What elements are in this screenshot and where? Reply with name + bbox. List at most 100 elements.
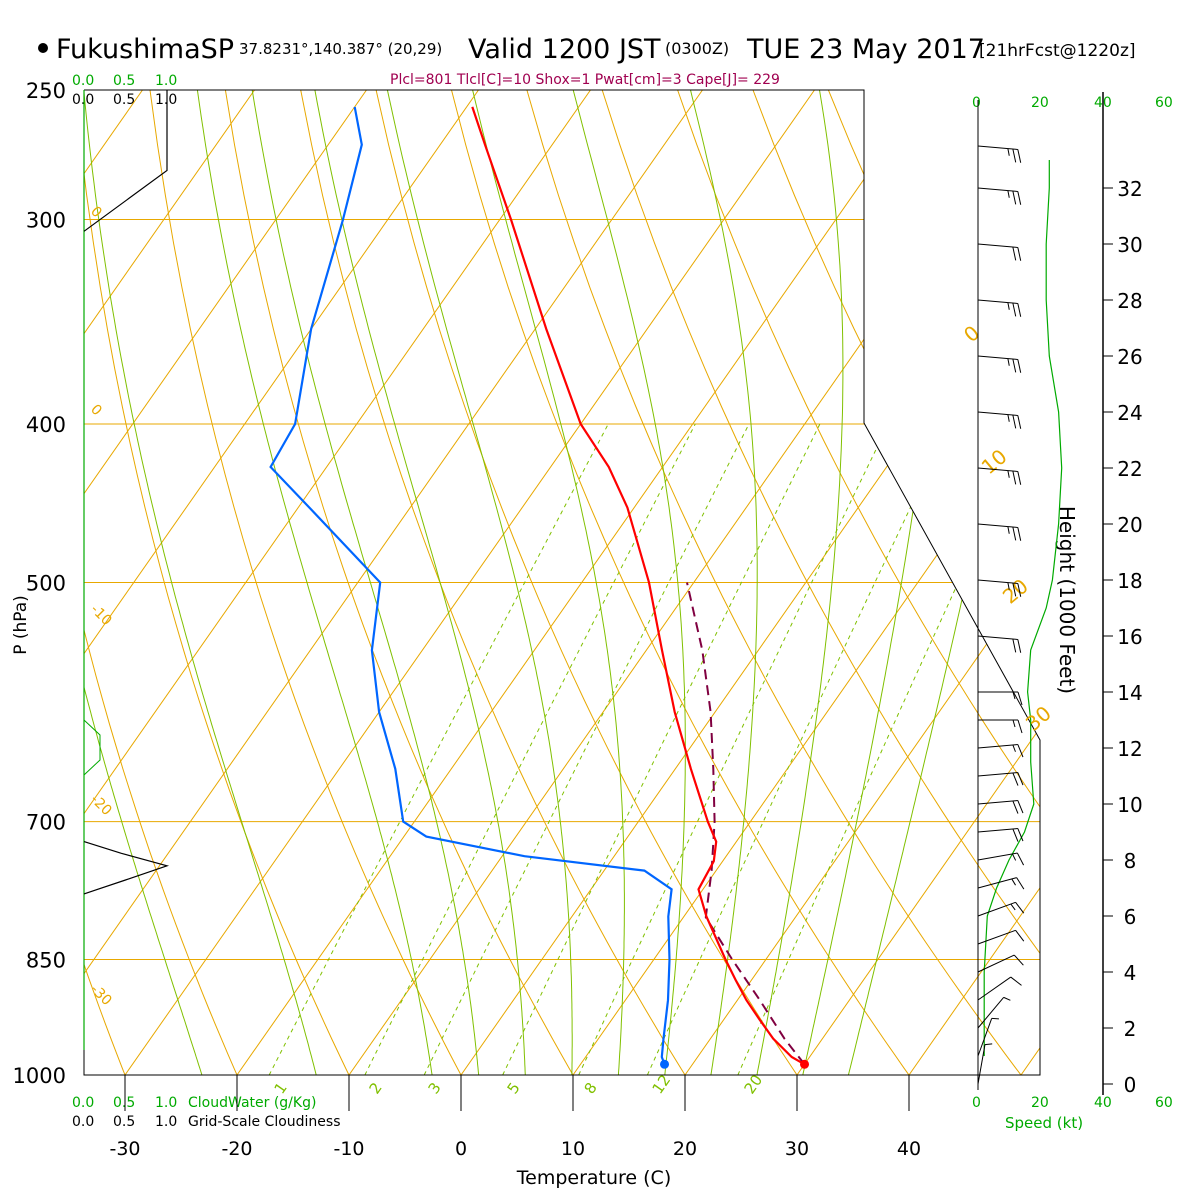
temperature-tick-30: 30 (785, 1138, 809, 1160)
wind-speed-line (983, 160, 1063, 1056)
temperature-tick-0: 0 (455, 1138, 467, 1160)
wind-barb-flag-23-1 (1012, 190, 1017, 205)
wind-barb-flag-19-1 (1012, 414, 1017, 429)
mixing-ratio-5 (502, 423, 821, 1075)
wind-barb-half-21 (1007, 302, 1010, 310)
wind-barb-half-6 (1010, 903, 1016, 911)
wind-barb-flag-23-0 (1017, 191, 1022, 205)
wind-barb-flag-9-1 (1012, 828, 1019, 842)
parcel-path-line (686, 582, 806, 1065)
mixing-ratio-1 (268, 423, 609, 1075)
pressure-axis-title: P (hPa) (11, 595, 31, 655)
wind-barb-shaft-4 (977, 954, 1015, 973)
wind-barb-flag-9-0 (1017, 828, 1024, 842)
wind-barb-15 (977, 635, 1022, 653)
wind-barb-6 (977, 901, 1025, 917)
wind-barb-flag-6-0 (1015, 902, 1025, 914)
dry-adiabat-20 (300, 90, 708, 1075)
height-tick-16: 16 (1117, 625, 1142, 649)
isotherm--70 (84, 90, 367, 1075)
wind-barb-4 (977, 954, 1024, 973)
wind-barb-half-14 (1012, 691, 1016, 700)
mixing-ratio-20 (737, 423, 1032, 1075)
wind-barb-18 (977, 467, 1022, 485)
wind-barb-16 (977, 579, 1022, 597)
station-name: FukushimaSP (56, 34, 234, 65)
wind-barb-24 (977, 145, 1022, 163)
wind-barb-shaft-20 (977, 355, 1018, 360)
height-tick-32: 32 (1117, 177, 1142, 201)
wind-barb-flag-20-1 (1012, 358, 1017, 373)
isotherm--20 (236, 90, 927, 1075)
wind-barb-half-20 (1007, 358, 1010, 366)
wind-barb-flag-14-0 (1017, 691, 1023, 706)
wind-barb-flag-3-0 (1010, 976, 1022, 986)
wind-barb-shaft-24 (977, 145, 1018, 150)
cloudiness-lower-line (83, 841, 170, 895)
dry-adiabat-30 (375, 90, 821, 1075)
wind-barb-11 (977, 772, 1024, 786)
wind-barb-13 (978, 719, 1023, 734)
wind-barb-flag-22-0 (1017, 247, 1022, 261)
speed-scale-20-bottom: 20 (1031, 1095, 1049, 1111)
moist-adiabat-24 (690, 90, 758, 1075)
height-tick-28: 28 (1117, 289, 1142, 313)
height-axis-title: Height (1000 Feet) (1055, 506, 1079, 694)
mixing-ratio-label-2: 2 (366, 1079, 386, 1097)
dry-adiabat--30 (84, 90, 140, 1075)
cloudiness-scale-0-bottom: 0.0 (72, 1114, 94, 1130)
temperature-line (471, 106, 806, 1066)
cloudwater-scale-0-bottom: 0.0 (72, 1095, 94, 1111)
wind-barb-flag-11-1 (1012, 772, 1019, 786)
wind-barb-flag-16-0 (1017, 583, 1022, 597)
height-tick-0: 0 (1124, 1073, 1137, 1097)
isotherm--60 (84, 90, 479, 1075)
mixing-ratio-2 (364, 423, 696, 1075)
wind-barb-5 (977, 929, 1025, 945)
mixing-ratio-label-5: 5 (504, 1079, 524, 1097)
height-tick-2: 2 (1124, 1017, 1137, 1041)
wind-barb-flag-13-0 (1017, 719, 1023, 734)
wind-barb-9 (977, 828, 1024, 842)
moist-adiabat-28 (749, 90, 844, 1075)
pressure-tick-400: 400 (26, 413, 66, 437)
wind-barb-23 (977, 187, 1022, 205)
wind-barb-flag-24-0 (1017, 149, 1022, 163)
cloudiness-scale-1-bottom: 1.0 (155, 1114, 177, 1130)
forecast-info: [21hrFcst@1220z] (979, 41, 1136, 61)
wind-barb-shaft-5 (977, 929, 1016, 945)
isotherm--30 (124, 90, 815, 1075)
wind-barb-1 (977, 1017, 999, 1057)
height-tick-18: 18 (1117, 569, 1142, 593)
wind-barb-half-2 (1003, 996, 1011, 1001)
wind-barb-21 (977, 299, 1022, 317)
wind-barb-14 (978, 691, 1023, 706)
isotherm-30 (796, 90, 1040, 1075)
cloudiness-scale-0-top: 0.0 (72, 92, 94, 108)
isotherm--50 (84, 90, 591, 1075)
mixing-ratio-label-3: 3 (425, 1079, 445, 1097)
wind-barb-shaft-17 (977, 523, 1018, 528)
wind-barb-half-18 (1007, 470, 1010, 478)
pressure-tick-700: 700 (26, 811, 66, 835)
moist-adiabat-20 (572, 90, 686, 1075)
moist-adiabat-12 (386, 90, 573, 1075)
wind-barb-flag-5-0 (1015, 930, 1025, 942)
isotherm--40 (84, 90, 703, 1075)
cloudwater-line (83, 719, 101, 776)
wind-barb-shaft-18 (977, 467, 1018, 472)
wind-barb-shaft-19 (977, 411, 1018, 416)
cloudiness-label: Grid-Scale Cloudiness (188, 1114, 341, 1130)
wind-barb-half-19 (1007, 414, 1010, 422)
wind-barb-flag-19-0 (1017, 415, 1022, 429)
moist-adiabat-8 (314, 90, 527, 1075)
isotherm-label-20: 20 (998, 574, 1033, 609)
wind-barb-flag-21-1 (1012, 302, 1017, 317)
valid-time-utc: (0300Z) (665, 39, 729, 58)
wind-barb-shaft-0 (977, 1044, 986, 1085)
wind-barb-8 (977, 852, 1025, 866)
wind-barb-half-17 (1007, 526, 1010, 534)
speed-scale-0-bottom: 0 (972, 1095, 981, 1111)
cloudiness-upper-line (83, 90, 168, 232)
